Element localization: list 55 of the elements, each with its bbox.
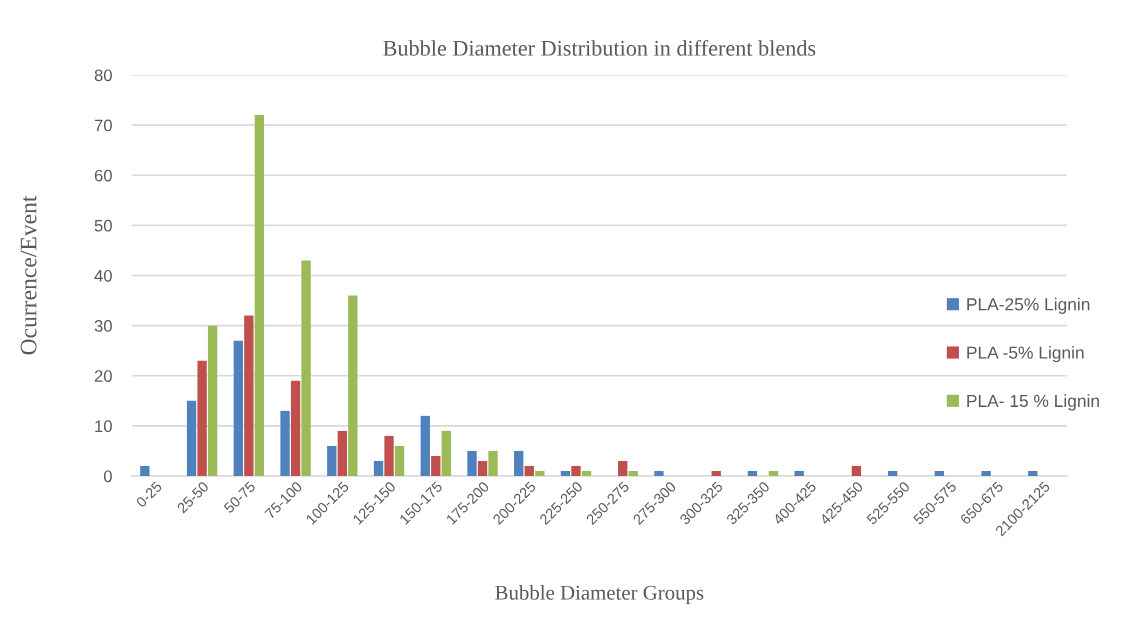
bar	[654, 471, 664, 477]
bar	[887, 471, 898, 477]
bar	[280, 410, 290, 477]
bar	[337, 430, 347, 477]
y-axis-title: Ocurrence/Event	[20, 195, 37, 355]
bar	[571, 465, 581, 477]
bar	[197, 360, 207, 477]
legend-label: PLA-25% Lignin	[967, 297, 1090, 314]
bar	[711, 471, 721, 477]
bar	[431, 455, 441, 477]
bar	[140, 465, 150, 477]
bar	[290, 380, 301, 477]
y-tick-label: 0	[103, 470, 112, 483]
legend-label: PLA- 15 % Lignin	[967, 394, 1099, 411]
bar	[186, 400, 197, 477]
bar	[477, 460, 488, 477]
chart-title: Bubble Diameter Distribution in different blends	[383, 39, 816, 56]
x-axis-title: Bubble Diameter Groups	[495, 585, 704, 604]
bar	[560, 471, 571, 477]
bar	[384, 435, 394, 477]
bar	[747, 471, 758, 477]
y-tick-label: 10	[95, 420, 112, 433]
bar	[207, 325, 218, 477]
bar	[373, 460, 384, 477]
bar	[488, 450, 498, 477]
bar	[1028, 471, 1038, 477]
y-tick-label: 70	[94, 119, 112, 132]
bar	[581, 471, 592, 477]
bar	[851, 465, 862, 477]
y-tick-label: 80	[94, 69, 112, 82]
y-tick-label: 20	[94, 370, 112, 382]
bar	[301, 260, 311, 477]
bar	[244, 315, 254, 477]
legend-label: PLA -5% Lignin	[967, 346, 1084, 363]
bar	[467, 450, 477, 477]
bar	[981, 471, 991, 477]
bar	[794, 471, 804, 477]
bar	[524, 465, 534, 477]
bar	[934, 471, 945, 477]
bar	[420, 415, 430, 477]
y-tick-label: 40	[94, 269, 112, 282]
bar	[628, 471, 638, 477]
bar	[394, 445, 405, 477]
y-tick-label: 50	[94, 219, 112, 232]
bar	[618, 460, 628, 477]
bar	[327, 445, 337, 477]
bar	[768, 471, 779, 477]
y-tick-label: 60	[94, 169, 112, 182]
bar	[348, 295, 358, 477]
y-tick-label: 30	[94, 320, 112, 332]
bar	[535, 471, 545, 477]
bar	[514, 450, 524, 477]
bar	[441, 430, 451, 477]
bar	[254, 115, 265, 477]
bar	[233, 340, 243, 477]
